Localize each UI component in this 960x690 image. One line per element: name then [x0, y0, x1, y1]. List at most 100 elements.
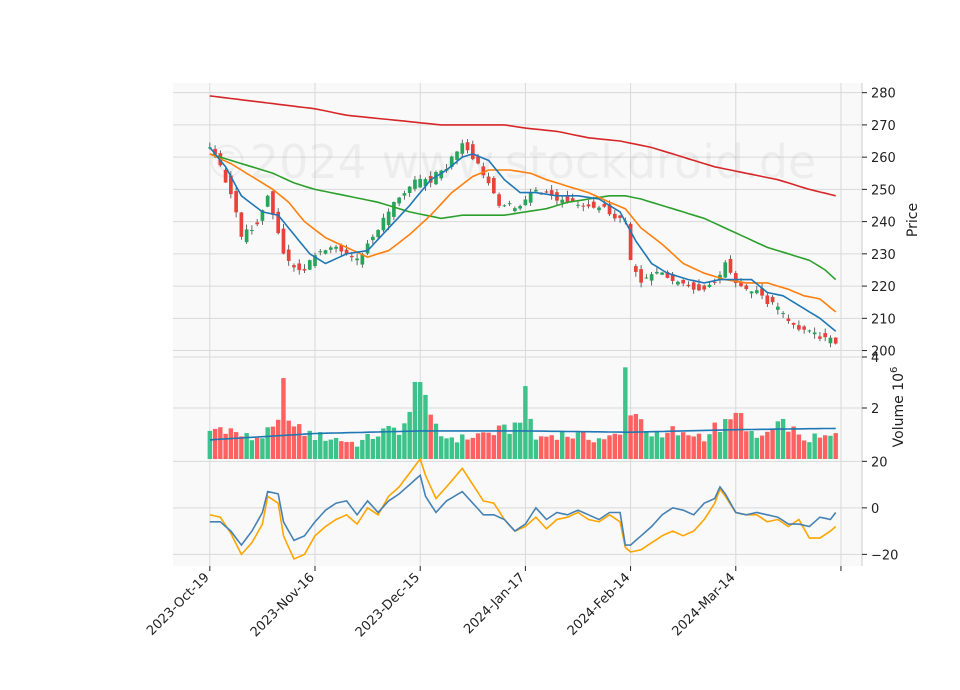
- y-tick-label: 280: [871, 87, 896, 102]
- price-axis-label: Price: [905, 203, 921, 237]
- candle-body: [628, 223, 633, 261]
- volume-bar: [754, 437, 760, 459]
- y-tick-label: 220: [871, 280, 896, 295]
- candle-body: [670, 274, 675, 281]
- volume-bar: [596, 438, 602, 459]
- volume-bar: [481, 432, 486, 459]
- ma-slow-line: [209, 153, 837, 281]
- candle-body: [339, 244, 344, 252]
- candle-body: [344, 249, 349, 254]
- volume-bar: [297, 424, 302, 459]
- candle-body: [676, 281, 680, 285]
- volume-bar: [680, 432, 686, 459]
- volume-bar: [675, 435, 681, 459]
- candle-body: [486, 176, 491, 184]
- candle-body: [265, 195, 270, 207]
- volume-bar: [318, 432, 323, 459]
- candle-body: [760, 288, 764, 296]
- volume-bar: [654, 431, 660, 459]
- volume-bar: [344, 442, 349, 459]
- y-tick-label: 270: [871, 119, 896, 134]
- x-tick-label: 2024-Mar-14: [670, 570, 739, 639]
- candle-body: [797, 325, 801, 330]
- candle-body: [833, 337, 838, 344]
- volume-bar: [433, 423, 439, 459]
- volume-bar: [375, 436, 381, 459]
- candle-body: [770, 296, 775, 303]
- volume-bar: [354, 446, 360, 459]
- candle-body: [570, 198, 575, 202]
- candle-body: [481, 166, 486, 176]
- volume-bar: [565, 436, 570, 459]
- y-tick-label: 20: [871, 455, 888, 470]
- candle-body: [802, 326, 806, 330]
- candle-body: [491, 178, 496, 194]
- candle-body: [213, 148, 217, 155]
- candle-body: [776, 306, 780, 310]
- candle-body: [513, 208, 517, 212]
- candle-body: [470, 144, 475, 160]
- candle-body: [381, 217, 386, 231]
- volume-bar: [244, 433, 249, 459]
- volume-bar: [554, 439, 560, 459]
- volume-bar: [233, 432, 239, 459]
- candle-body: [791, 322, 796, 325]
- x-tick-label: 2024-Feb-14: [565, 570, 634, 639]
- volume-bar: [460, 434, 465, 459]
- candle-body: [413, 179, 417, 189]
- volume-bar: [559, 431, 565, 459]
- oscillator-panel: [173, 459, 862, 566]
- volume-bar: [307, 430, 312, 459]
- candle-body: [497, 194, 501, 206]
- volume-bar: [591, 442, 596, 459]
- volume-bar: [822, 435, 828, 459]
- volume-bar: [728, 419, 733, 459]
- volume-bar: [396, 434, 402, 459]
- candle-body: [250, 230, 254, 232]
- candle-body: [828, 337, 833, 344]
- volume-bar: [391, 427, 397, 459]
- candle-body: [402, 193, 407, 196]
- candle-body: [439, 170, 444, 179]
- candle-body: [355, 258, 359, 261]
- candle-body: [549, 190, 554, 196]
- volume-bar: [349, 441, 355, 459]
- candle-body: [612, 213, 617, 219]
- volume-bar: [575, 432, 581, 459]
- candle-body: [313, 255, 317, 267]
- candle-body: [565, 195, 570, 202]
- y-tick-label: 4: [871, 351, 879, 366]
- candle-body: [455, 151, 459, 160]
- candle-body: [681, 279, 686, 284]
- candle-body: [271, 191, 275, 215]
- candle-body: [691, 282, 696, 290]
- volume-bar: [365, 433, 370, 459]
- y-tick-label: 210: [871, 312, 896, 327]
- volume-bar: [254, 437, 260, 459]
- volume-bar: [402, 423, 407, 459]
- candle-body: [712, 281, 717, 283]
- candle-body: [754, 290, 759, 294]
- volume-bar: [801, 440, 807, 459]
- candle-body: [633, 266, 638, 272]
- volume-bar: [328, 439, 333, 459]
- volume-bar: [517, 422, 523, 459]
- candle-body: [360, 254, 365, 265]
- candle-body: [686, 284, 691, 287]
- candle-body: [244, 229, 249, 243]
- candle-body: [544, 191, 549, 193]
- ma-long-line: [209, 95, 836, 197]
- volume-bar: [275, 419, 281, 459]
- candle-body: [334, 246, 338, 249]
- volume-bar: [712, 422, 717, 459]
- y-tick-label: −20: [871, 548, 898, 563]
- candle-body: [649, 274, 654, 281]
- volume-bar: [265, 427, 270, 459]
- candle-body: [765, 295, 770, 304]
- volume-bar: [570, 438, 575, 459]
- candle-body: [697, 284, 701, 291]
- volume-bar: [717, 432, 723, 459]
- candle-body: [434, 172, 438, 185]
- ma-fast-line: [209, 146, 837, 332]
